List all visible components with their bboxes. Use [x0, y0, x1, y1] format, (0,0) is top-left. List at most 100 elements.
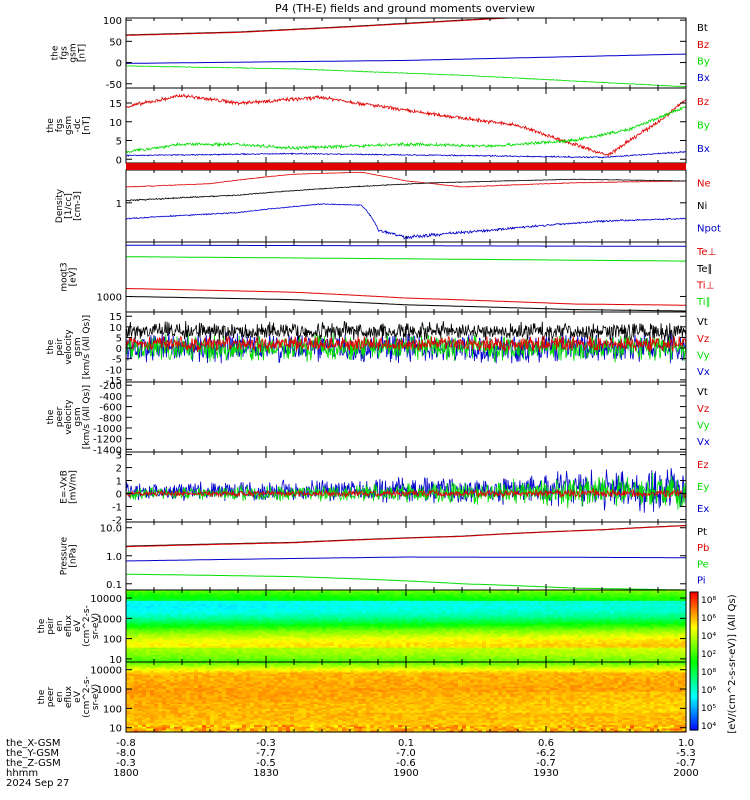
colorbar-tick-0: 10⁸ [701, 596, 716, 606]
colorbar-tick-6: 10⁵ [701, 704, 716, 714]
legend-fgs_gsm-3: Bx [697, 73, 710, 84]
ylabel-peir_velocity-3: gsm [73, 337, 83, 356]
ytick-e_vxb-0: 3 [116, 451, 122, 462]
ylabel-temperature-0: moqt3 [60, 262, 70, 291]
ylabel-peir_eflux-2: en [55, 620, 65, 631]
ytick-temperature-0: 1000 [97, 292, 122, 303]
ylabel-peir_velocity-4: [km/s (All Qs)] [82, 315, 92, 379]
ephem-value-3-2: 1900 [393, 768, 418, 779]
legend-temperature-0: Te⊥ [696, 247, 716, 258]
ytick-e_vxb-2: 1 [116, 477, 122, 488]
ephem-value-1-1: -7.7 [256, 748, 276, 759]
ytick-peir_velocity-3: 0 [116, 344, 122, 355]
series-density-1 [125, 178, 687, 202]
ephem-value-1-0: -8.0 [116, 748, 136, 759]
legend-peir_velocity-3: Vx [697, 367, 710, 378]
ylabel-peer_eflux-1: peer [46, 686, 56, 707]
colorbar-tick-7: 10⁴ [701, 722, 716, 732]
ephem-label-0: the_X-GSM [6, 738, 60, 749]
frame-pressure [125, 521, 687, 591]
frame-fgs_gsm [125, 17, 687, 89]
ytick-peer_eflux-1: 1000 [97, 685, 122, 696]
chart-title: P4 (TH-E) fields and ground moments over… [275, 2, 535, 15]
legend-pressure-2: Pe [697, 559, 709, 570]
legend-peer_velocity-0: Vt [697, 387, 708, 398]
ylabel-fgs_gsm_dc-1: fgs [55, 118, 65, 132]
series-pressure-2 [125, 556, 686, 562]
panel-peer_velocity: -200-400-600-800-1000-1200-1400 the peer ve… [46, 381, 710, 456]
ytick-peer_velocity-5: -1200 [93, 435, 122, 446]
ytick-e_vxb-3: 0 [116, 489, 122, 500]
ytick-peer_velocity-0: -200 [99, 381, 122, 392]
series-density-2 [125, 203, 687, 240]
ylabel-peer_velocity-4: [km/s (All Qs)] [82, 385, 92, 449]
ytick-fgs_gsm_dc-3: 0 [116, 155, 122, 166]
ephem-value-0-1: -0.3 [256, 738, 276, 749]
legend-temperature-3: Ti∥ [696, 297, 711, 308]
ephem-value-0-2: 0.1 [398, 738, 414, 749]
ylabel-peir_eflux-4: eV [73, 619, 83, 632]
ytick-fgs_gsm-0: 100 [103, 16, 122, 27]
ylabel-fgs_gsm_dc-3: -dc [73, 119, 83, 133]
panel-density: 1 Density [1/cc] [cm-3] Ne Ni Npot [55, 169, 721, 243]
ephem-value-3-1: 1830 [253, 768, 278, 779]
series-density-0 [125, 171, 687, 188]
panel-pressure: 10.0 1.0 0.1 Pressure [nPa] Pt Pb Pe Pi [60, 521, 709, 591]
ylabel-peer_velocity-0: the [46, 409, 56, 424]
colorbar-tick-2: 10⁴ [701, 632, 716, 642]
ytick-fgs_gsm_dc-0: 15 [109, 99, 122, 110]
ephem-value-2-1: -0.5 [256, 758, 276, 769]
series-e_vxb-2 [125, 487, 687, 499]
ephem-value-3-3: 1930 [533, 768, 558, 779]
colorbar [689, 591, 699, 731]
series-peir_velocity-0 [125, 331, 687, 364]
ylabel-peer_eflux-6: sr-eV) [91, 684, 101, 710]
ylabel-fgs_gsm-3: [nT] [78, 44, 88, 62]
ytick-pressure-2: 0.1 [106, 580, 122, 591]
series-temperature-1 [126, 256, 686, 262]
ylabel-peir_eflux-3: eflux [64, 614, 74, 637]
legend-temperature-1: Te∥ [696, 264, 713, 275]
ephem-value-1-4: -5.3 [676, 748, 696, 759]
ytick-fgs_gsm-1: 50 [109, 37, 122, 48]
legend-fgs_gsm-1: Bz [697, 40, 709, 51]
heatmap-peir_eflux [126, 590, 687, 663]
ytick-peir_eflux-3: 10 [109, 655, 122, 666]
ephem-value-0-0: -0.8 [116, 738, 136, 749]
legend-pressure-3: Pi [697, 575, 706, 586]
ylabel-peir_eflux-1: peir [46, 617, 56, 635]
series-fgs_gsm_dc-0 [125, 93, 687, 158]
panel-peer_eflux: 10000 1000 100 10 the peer en eflux eV (cm^2-s-sr… [37, 661, 687, 735]
ylabel-fgs_gsm_dc-2: gsm [64, 116, 74, 135]
ytick-density-0: 1 [116, 199, 122, 210]
ephem-value-2-0: -0.3 [116, 758, 136, 769]
ylabel-peir_eflux-0: the [37, 618, 47, 633]
ytick-peer_velocity-3: -800 [99, 413, 122, 424]
series-peir_velocity-2 [125, 320, 687, 342]
ytick-e_vxb-4: -1 [112, 502, 122, 513]
series-fgs_gsm_dc-2 [125, 150, 686, 159]
ylabel-peer_velocity-1: peer [55, 406, 65, 427]
ephem-value-3-4: 2000 [673, 768, 698, 779]
ylabel-peir_velocity-2: velocity [64, 329, 74, 365]
legend-fgs_gsm_dc-0: Bz [697, 97, 709, 108]
ephem-value-0-4: 1.0 [678, 738, 694, 749]
colorbar-label: [eV/(cm^2-s-sr-eV)] (All Qs) [727, 594, 738, 733]
colorbar-tick-5: 10⁶ [701, 686, 716, 696]
series-temperature-3 [126, 296, 686, 312]
legend-fgs_gsm-2: By [697, 57, 710, 68]
ylabel-e_vxb-1: [mV/m] [69, 470, 79, 504]
ylabel-pressure-1: [nPa] [69, 544, 79, 567]
ytick-peir_velocity-0: 15 [109, 312, 122, 323]
ytick-peer_velocity-4: -1000 [93, 424, 122, 435]
ytick-peer_eflux-2: 100 [103, 704, 122, 715]
legend-fgs_gsm_dc-2: Bx [697, 144, 710, 155]
legend-fgs_gsm-0: Bt [697, 23, 708, 34]
ytick-peir_eflux-2: 100 [103, 635, 122, 646]
legend-e_vxb-1: Ey [697, 482, 709, 493]
series-peir_velocity-3 [125, 335, 687, 353]
ephem-value-2-3: -0.7 [536, 758, 556, 769]
ytick-peir_eflux-1: 1000 [97, 614, 122, 625]
ylabel-density-1: [1/cc] [64, 193, 74, 219]
legend-peer_velocity-3: Vx [697, 437, 710, 448]
